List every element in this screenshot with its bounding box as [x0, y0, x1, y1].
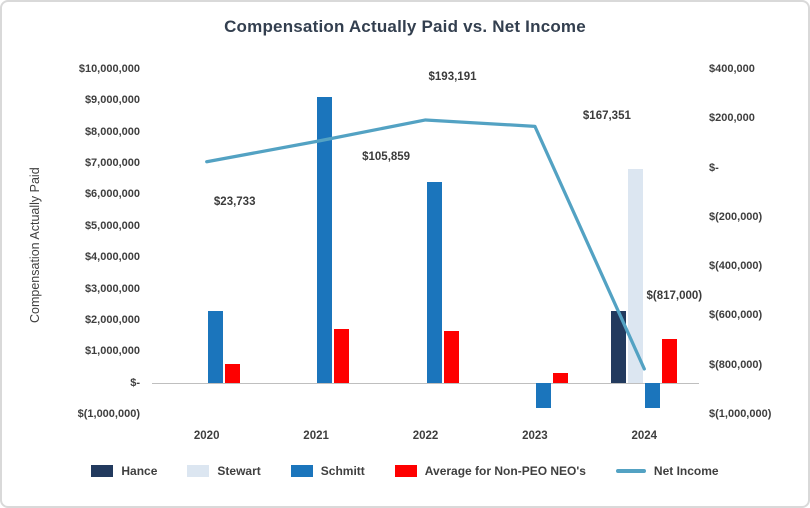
legend-swatch-average-for-non-peo-neo-s	[394, 465, 417, 477]
right-axis-tick: $200,000	[709, 112, 755, 125]
right-axis-tick: $(600,000)	[709, 309, 763, 322]
legend-label-schmitt: Schmitt	[320, 464, 365, 478]
legend-item-schmitt: Schmitt	[290, 464, 365, 478]
bar-stewart-2024	[628, 169, 644, 383]
bar-schmitt-2020	[207, 310, 223, 383]
right-axis-tick: $(800,000)	[709, 358, 763, 371]
legend: Hance Stewart Schmitt Average for Non-PEO N…	[2, 464, 808, 478]
right-axis-tick: $(400,000)	[709, 260, 763, 273]
left-axis-tick: $7,000,000	[84, 157, 140, 170]
legend-swatch-hance	[91, 465, 114, 477]
legend-label-average-for-non-peo-neo-s: Average for Non-PEO NEO's	[424, 464, 586, 478]
legend-label-net-income: Net Income	[653, 464, 719, 478]
legend-swatch-schmitt	[290, 465, 313, 477]
x-axis-label-2021: 2021	[303, 430, 329, 442]
left-axis-tick: $5,000,000	[84, 219, 140, 232]
bar-schmitt-2022	[426, 181, 442, 383]
chart-title: Compensation Actually Paid vs. Net Incom…	[224, 17, 586, 36]
net-income-line	[205, 118, 646, 371]
left-axis-tick: $8,000,000	[84, 125, 140, 138]
bar-average-for-non-peo-neo-s-2021	[334, 329, 350, 383]
legend-swatch-stewart	[187, 465, 210, 477]
right-axis-tick: $(1,000,000)	[709, 408, 772, 420]
line-data-label-2022: $193,191	[428, 70, 477, 83]
line-data-label-2024: $(817,000)	[646, 289, 703, 302]
left-axis-tick: $10,000,000	[78, 63, 140, 75]
line-data-label-2020: $23,733	[213, 195, 256, 208]
legend-label-hance: Hance	[121, 464, 158, 478]
x-axis-zero-line	[152, 382, 699, 384]
bar-average-for-non-peo-neo-s-2023	[552, 373, 568, 383]
left-axis-tick: $1,000,000	[84, 345, 140, 358]
bar-average-for-non-peo-neo-s-2024	[662, 338, 678, 383]
left-axis-tick: $3,000,000	[84, 282, 140, 295]
x-axis-label-2020: 2020	[193, 430, 220, 442]
left-axis-tick: $-	[130, 376, 140, 389]
left-axis-tick: $9,000,000	[84, 94, 140, 107]
x-axis-label-2023: 2023	[522, 430, 548, 442]
line-data-label-2023: $167,351	[582, 110, 631, 123]
legend-item-average-for-non-peo-neo-s: Average for Non-PEO NEO's	[394, 464, 586, 478]
legend-item-stewart: Stewart	[187, 464, 261, 478]
bar-hance-2024	[611, 310, 627, 383]
y-axis-title: Compensation Actually Paid	[28, 167, 42, 323]
x-axis-label-2022: 2022	[412, 430, 439, 442]
x-axis-label-2024: 2024	[631, 430, 658, 442]
legend-item-net-income: Net Income	[615, 464, 719, 478]
bar-average-for-non-peo-neo-s-2020	[224, 363, 240, 383]
bar-schmitt-2024	[645, 382, 661, 408]
right-axis-tick: $400,000	[709, 63, 755, 75]
left-axis-tick: $(1,000,000)	[77, 408, 140, 420]
legend-label-stewart: Stewart	[217, 464, 261, 478]
legend-line-marker-net-income	[615, 469, 646, 473]
bar-average-for-non-peo-neo-s-2022	[443, 330, 459, 383]
legend-item-hance: Hance	[91, 464, 157, 478]
left-axis-tick: $2,000,000	[84, 313, 140, 326]
right-axis-tick: $(200,000)	[709, 210, 763, 223]
left-axis-tick: $6,000,000	[84, 188, 140, 201]
right-axis-tick: $-	[709, 161, 719, 174]
bar-schmitt-2023	[535, 382, 551, 408]
line-data-label-2021: $105,859	[362, 151, 411, 164]
left-axis-tick: $4,000,000	[84, 251, 140, 264]
bar-schmitt-2021	[317, 97, 333, 383]
